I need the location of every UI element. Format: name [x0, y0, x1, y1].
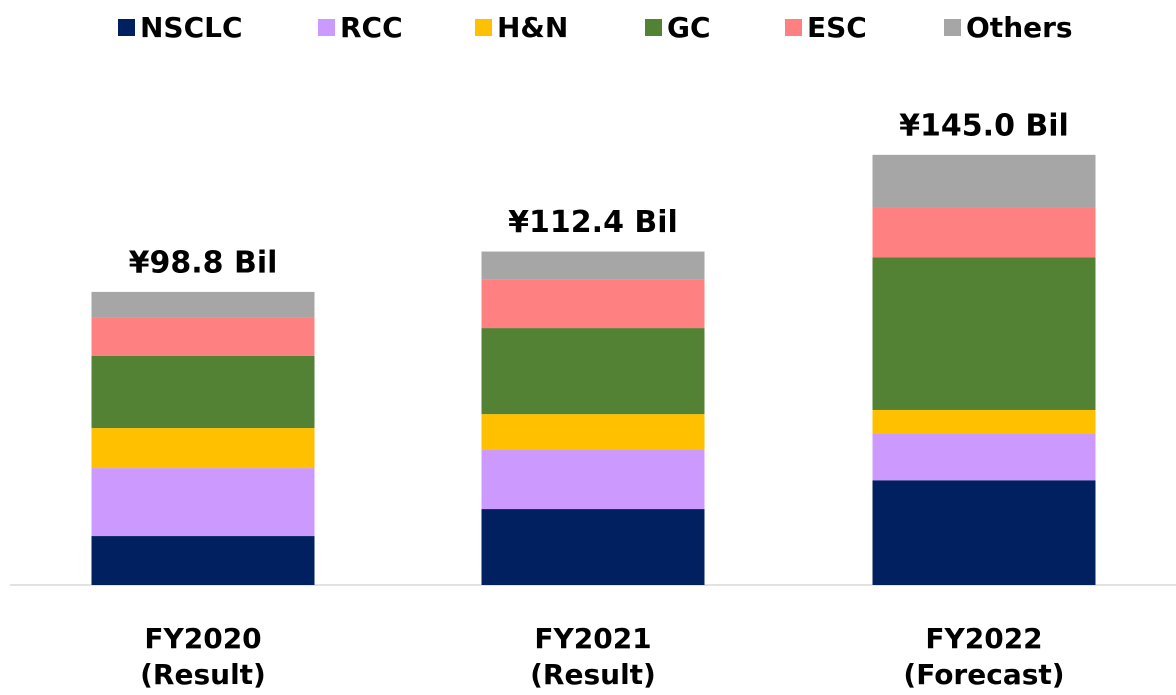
legend-label: Others — [966, 11, 1073, 44]
bar-segment — [872, 480, 1096, 585]
bar-segment — [872, 207, 1096, 258]
total-label: ¥98.8 Bil — [129, 245, 278, 280]
legend-label: NSCLC — [140, 11, 243, 44]
x-tick-label: (Result) — [140, 658, 266, 691]
x-tick-label: FY2021 — [534, 622, 651, 655]
bar-segment — [872, 257, 1096, 410]
legend-label: GC — [667, 11, 711, 44]
bar-segment — [481, 414, 705, 451]
legend-label: H&N — [497, 11, 568, 44]
legend-swatch — [118, 19, 135, 36]
x-tick-label: FY2020 — [144, 622, 261, 655]
total-label: ¥145.0 Bil — [899, 108, 1069, 143]
legend-label: RCC — [340, 11, 403, 44]
x-tick-label: (Forecast) — [903, 658, 1064, 691]
bar-segment — [91, 317, 315, 356]
bar-segment — [481, 328, 705, 415]
bar-segment — [91, 536, 315, 585]
bar-segment — [872, 409, 1096, 434]
bar-segment — [481, 450, 705, 510]
bar-segment — [872, 433, 1096, 481]
x-tick-label: (Result) — [530, 658, 656, 691]
bar-segment — [91, 355, 315, 429]
legend-swatch — [645, 19, 662, 36]
bar-segment — [481, 279, 705, 329]
bar-segment — [481, 509, 705, 585]
x-tick-label: FY2022 — [925, 622, 1042, 655]
total-label: ¥112.4 Bil — [508, 205, 678, 240]
legend-swatch — [475, 19, 492, 36]
legend-swatch — [944, 19, 961, 36]
bar-segment — [91, 291, 315, 318]
bar-segment — [481, 251, 705, 280]
legend-label: ESC — [807, 11, 867, 44]
legend-swatch — [318, 19, 335, 36]
legend-swatch — [785, 19, 802, 36]
bar-segment — [91, 428, 315, 469]
bar-segment — [91, 468, 315, 537]
bar-segment — [872, 154, 1096, 208]
